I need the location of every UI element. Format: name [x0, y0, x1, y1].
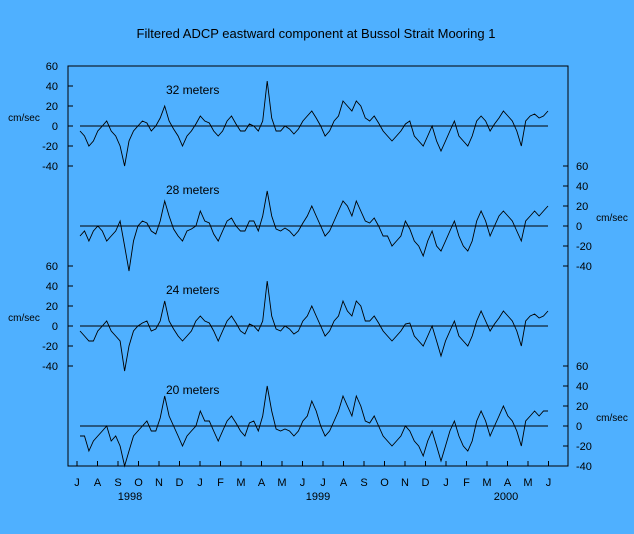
x-tick-label: J	[197, 477, 203, 489]
series-label: 24 meters	[166, 283, 219, 297]
y-axis-unit-label: cm/sec	[8, 313, 40, 324]
x-tick-label: J	[74, 477, 80, 489]
x-tick-label: D	[422, 477, 430, 489]
series-line	[80, 385, 548, 468]
y-axis-unit-label: cm/sec	[596, 413, 628, 424]
y-tick-label: -20	[576, 441, 592, 453]
y-tick-label: -20	[42, 341, 58, 353]
x-tick-label: D	[176, 477, 184, 489]
x-tick-label: F	[463, 477, 470, 489]
y-axes: 60 40 20 0 -20 -40 cm/sec 60 40 20 0 -20 -40 cm/sec 60…	[8, 61, 628, 473]
x-tick-label: S	[360, 477, 367, 489]
y-tick-label: 0	[576, 421, 582, 433]
chart-title: Filtered ADCP eastward component at Buss…	[137, 26, 496, 41]
series-line	[79, 280, 549, 372]
y-axis-unit-label: cm/sec	[596, 213, 628, 224]
year-label: 1999	[306, 491, 330, 503]
x-tick-label: M	[277, 477, 286, 489]
y-tick-label: 40	[46, 81, 58, 93]
y-tick-label: -20	[42, 141, 58, 153]
x-tick-label: F	[217, 477, 224, 489]
y-tick-label: -40	[42, 161, 58, 173]
y-tick-label: 60	[576, 161, 588, 173]
y-tick-label: 60	[576, 361, 588, 373]
y-tick-label: 0	[52, 321, 58, 333]
y-tick-label: 40	[576, 181, 588, 193]
x-tick-label: J	[320, 477, 326, 489]
y-axis-unit-label: cm/sec	[8, 113, 40, 124]
y-tick-label: 40	[576, 381, 588, 393]
series-label: 32 meters	[166, 83, 219, 97]
y-tick-label: 0	[52, 121, 58, 133]
x-tick-label: M	[482, 477, 491, 489]
y-tick-label: 20	[576, 401, 588, 413]
year-label: 2000	[494, 491, 518, 503]
y-tick-label: 60	[46, 261, 58, 273]
series-line	[79, 190, 549, 272]
x-tick-label: N	[401, 477, 409, 489]
x-tick-label: A	[504, 477, 512, 489]
x-tick-label: A	[258, 477, 266, 489]
x-tick-label: S	[114, 477, 121, 489]
panels: 32 meters 28 meters 24 meters 20 meters	[79, 80, 549, 468]
x-tick-label: M	[523, 477, 532, 489]
y-tick-label: -40	[576, 461, 592, 473]
x-tick-label: J	[443, 477, 449, 489]
y-tick-label: 20	[46, 301, 58, 313]
x-tick-label: A	[94, 477, 102, 489]
y-tick-label: -40	[42, 361, 58, 373]
y-tick-label: 0	[576, 221, 582, 233]
x-tick-label: O	[380, 477, 389, 489]
y-tick-label: 20	[46, 101, 58, 113]
x-tick-label: O	[134, 477, 143, 489]
series-label: 20 meters	[166, 383, 219, 397]
y-tick-label: -40	[576, 261, 592, 273]
x-tick-label: J	[546, 477, 552, 489]
x-tick-label: N	[155, 477, 163, 489]
year-label: 1998	[118, 491, 142, 503]
series-label: 28 meters	[166, 183, 219, 197]
y-tick-label: 60	[46, 61, 58, 73]
y-tick-label: 40	[46, 281, 58, 293]
x-tick-label: J	[300, 477, 306, 489]
x-tick-label: A	[340, 477, 348, 489]
y-tick-label: -20	[576, 241, 592, 253]
x-tick-label: M	[236, 477, 245, 489]
series-line	[79, 80, 549, 167]
y-tick-label: 20	[576, 201, 588, 213]
